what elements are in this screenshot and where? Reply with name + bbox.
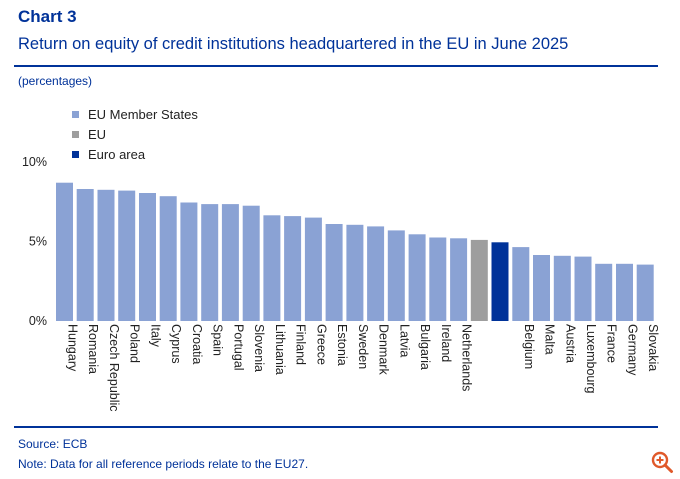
- x-tick-label: Croatia: [190, 324, 204, 364]
- x-tick-label: Poland: [128, 324, 142, 363]
- y-tick-label: 0%: [29, 314, 47, 328]
- top-divider: [14, 65, 658, 67]
- bar: [595, 263, 613, 321]
- bar: [533, 255, 550, 321]
- x-tick-label: Bulgaria: [418, 324, 432, 370]
- legend-swatch: [72, 130, 79, 138]
- bar: [139, 193, 156, 321]
- bar: [159, 196, 177, 321]
- bottom-divider: [14, 426, 658, 428]
- bar: [242, 205, 260, 321]
- bar: [284, 216, 302, 321]
- source-note: Source: ECB: [18, 437, 88, 451]
- bar: [263, 215, 281, 321]
- bar: [408, 234, 426, 321]
- bar: [367, 226, 385, 321]
- legend: EU Member States EU Euro area: [72, 104, 198, 164]
- x-tick-label: Netherlands: [460, 324, 474, 391]
- x-tick-label: Portugal: [231, 324, 245, 371]
- x-tick-label: Czech Republic: [107, 324, 121, 412]
- bar: [636, 264, 654, 321]
- footnote: Note: Data for all reference periods rel…: [18, 457, 309, 471]
- units-label: (percentages): [18, 74, 93, 88]
- x-tick-label: Slovenia: [252, 324, 266, 372]
- bar: [616, 263, 633, 321]
- bar: [429, 237, 447, 321]
- legend-label: EU Member States: [88, 106, 198, 122]
- x-tick-label: Belgium: [522, 324, 536, 369]
- x-tick-label: Hungary: [66, 324, 80, 372]
- x-tick-label: Malta: [543, 324, 557, 355]
- bar: [512, 247, 530, 321]
- bar: [304, 217, 322, 321]
- y-tick-label: 5%: [29, 235, 47, 249]
- bar: [56, 182, 73, 321]
- bar: [118, 190, 136, 321]
- x-tick-label: Lithuania: [273, 324, 287, 375]
- x-tick-label: Estonia: [335, 324, 349, 366]
- bar: [325, 224, 343, 321]
- bar: [221, 204, 239, 321]
- x-tick-label: Latvia: [397, 324, 411, 357]
- x-tick-label: Spain: [211, 324, 225, 356]
- bar: [76, 189, 94, 321]
- legend-swatch: [72, 110, 79, 118]
- x-tick-label: France: [605, 324, 619, 363]
- zoom-in-icon[interactable]: [650, 450, 674, 474]
- bar: [180, 202, 198, 321]
- legend-item-euro-area: Euro area: [72, 144, 198, 164]
- bar: [491, 242, 509, 321]
- x-tick-label: Germany: [626, 324, 640, 376]
- legend-swatch: [72, 150, 79, 158]
- bar: [470, 239, 488, 321]
- bar: [201, 204, 219, 321]
- x-tick-label: Romania: [86, 324, 100, 374]
- legend-label: EU: [88, 126, 107, 142]
- bar: [574, 256, 592, 321]
- legend-label: Euro area: [88, 146, 146, 162]
- x-tick-label: Italy: [149, 324, 163, 348]
- bar: [553, 255, 571, 321]
- bar: [387, 230, 405, 321]
- x-tick-label: Slovakia: [646, 324, 660, 371]
- bar: [97, 189, 115, 321]
- y-tick-label: 10%: [22, 155, 47, 169]
- chart-title: Return on equity of credit institutions …: [18, 35, 569, 53]
- x-tick-label: Greece: [314, 324, 328, 365]
- x-tick-label: Austria: [563, 324, 577, 363]
- x-tick-label: Sweden: [356, 324, 370, 369]
- bar: [346, 224, 364, 321]
- chart-label: Chart 3: [18, 7, 77, 26]
- x-tick-label: Luxembourg: [584, 324, 598, 394]
- x-tick-label: Finland: [294, 324, 308, 365]
- legend-item-member-states: EU Member States: [72, 104, 198, 124]
- bar-chart: 0% 5% 10% Hungary Romania Czech Republic Polan…: [22, 155, 660, 412]
- bar: [450, 238, 468, 321]
- x-tick-label: Denmark: [377, 324, 391, 375]
- legend-item-eu: EU: [72, 124, 198, 144]
- x-tick-label: Ireland: [439, 324, 453, 362]
- x-tick-label: Cyprus: [169, 324, 183, 364]
